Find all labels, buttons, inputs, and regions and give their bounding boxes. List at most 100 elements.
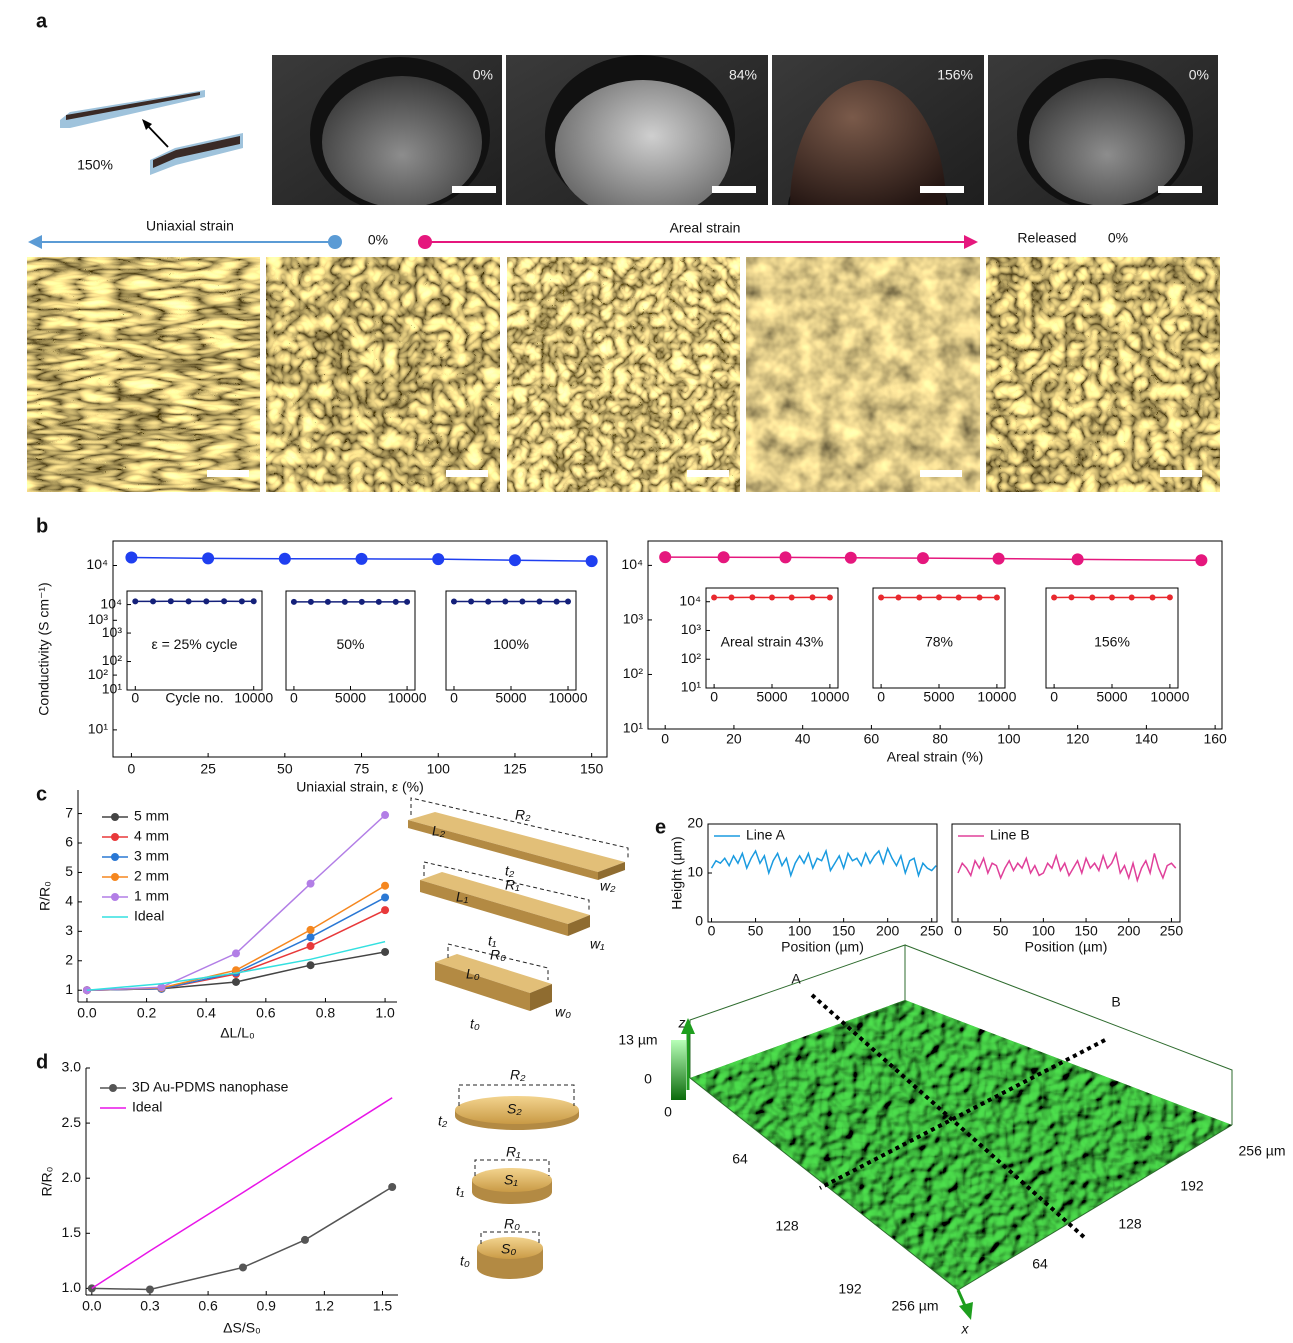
x-tick-label: 150 <box>1074 923 1098 939</box>
data-point <box>376 599 382 605</box>
legend-label: 3 mm <box>134 848 169 864</box>
y-tick-label: 1.0 <box>62 1279 82 1295</box>
y-tick-label: 2.5 <box>62 1114 82 1130</box>
axis-tick-label: 192 <box>838 1281 862 1297</box>
arrow-label: Areal strain <box>670 220 741 236</box>
disc-label: t₁ <box>456 1183 465 1199</box>
data-point <box>307 933 315 941</box>
figure: a b c d e 150% 0% 84% 156% 0% Uniaxial s… <box>0 0 1293 1343</box>
data-point <box>468 599 474 605</box>
data-point <box>1072 553 1084 565</box>
data-point <box>202 552 214 564</box>
data-point <box>1129 595 1135 601</box>
data-point <box>325 599 331 605</box>
x-tick-label: 100 <box>1032 923 1056 939</box>
data-point <box>878 595 884 601</box>
x-tick-label: 100 <box>997 731 1021 747</box>
y-tick-label: 2 <box>65 951 73 967</box>
x-tick-label: 100 <box>427 761 451 777</box>
panel-label: e <box>655 816 666 838</box>
legend-marker <box>111 893 119 901</box>
x-tick-label: 40 <box>795 731 811 747</box>
data-point <box>895 595 901 601</box>
y-tick-label: 7 <box>65 804 73 820</box>
x-axis-label: Uniaxial strain, ε (%) <box>296 779 424 795</box>
series-line <box>92 1187 392 1289</box>
strain-arrows <box>28 235 978 249</box>
data-point <box>381 948 389 956</box>
axis-tick-label: 128 <box>775 1218 799 1234</box>
y-tick-label: 10¹ <box>623 720 644 736</box>
x-tick-label: 5000 <box>923 689 954 705</box>
arrow-label: Released <box>1017 230 1076 246</box>
legend-label: 3D Au-PDMS nanophase <box>132 1079 289 1095</box>
legend-label: 5 mm <box>134 808 169 824</box>
data-point <box>393 599 399 605</box>
x-tick-label: 0 <box>128 761 136 777</box>
data-point <box>359 599 365 605</box>
data-point <box>917 552 929 564</box>
x-tick-label: 0 <box>450 690 458 706</box>
data-point <box>307 942 315 950</box>
data-point <box>125 551 137 563</box>
bar-label: R₀ <box>490 947 506 963</box>
disc-label: S₂ <box>507 1101 522 1117</box>
panel-label: d <box>36 1051 48 1073</box>
x-tick-label: 10000 <box>388 690 427 706</box>
data-point <box>509 554 521 566</box>
disc-label: t₂ <box>438 1113 448 1129</box>
data-point <box>1195 554 1207 566</box>
x-tick-label: 0.0 <box>82 1298 102 1314</box>
legend-label: 1 mm <box>134 888 169 904</box>
arrow-label: Uniaxial strain <box>146 218 234 234</box>
data-point <box>1051 595 1057 601</box>
data-point <box>279 553 291 565</box>
panel-label: c <box>36 783 47 805</box>
y-tick-label: 10³ <box>681 621 702 637</box>
disc-label: S₀ <box>501 1241 516 1257</box>
y-tick-label: 10¹ <box>681 679 702 695</box>
data-point <box>711 595 717 601</box>
x-tick-label: 0 <box>877 689 885 705</box>
y-tick-label: 0 <box>695 913 703 929</box>
x-axis-label: ΔL/L₀ <box>220 1025 255 1041</box>
axis-tick-label: 64 <box>1032 1256 1048 1272</box>
x-tick-label: 160 <box>1203 731 1227 747</box>
x-tick-label: 200 <box>1117 923 1141 939</box>
data-point <box>565 599 571 605</box>
bar-label: L₂ <box>432 823 446 839</box>
y-tick-label: 5 <box>65 863 73 879</box>
data-point <box>432 553 444 565</box>
data-point <box>994 595 1000 601</box>
axis-letter: z <box>678 1015 686 1031</box>
y-tick-label: 10⁴ <box>100 595 122 611</box>
x-tick-label: 0.8 <box>316 1005 336 1021</box>
legend-label: Line B <box>990 827 1030 843</box>
x-tick-label: 0 <box>1050 689 1058 705</box>
colorbar-label: 0 <box>644 1071 652 1087</box>
y-tick-label: 10² <box>623 665 644 681</box>
data-point <box>718 551 730 563</box>
data-point <box>1167 594 1173 600</box>
axis-tick-label: 64 <box>732 1151 748 1167</box>
axis-tick-label: 128 <box>1118 1216 1142 1232</box>
y-tick-label: 6 <box>65 834 73 850</box>
x-tick-label: 0.9 <box>256 1298 276 1314</box>
line-label: B <box>1111 994 1120 1010</box>
photo <box>772 55 984 245</box>
disc-label: R₂ <box>510 1067 526 1083</box>
data-point <box>239 1263 247 1271</box>
data-point <box>307 880 315 888</box>
legend-label: 4 mm <box>134 828 169 844</box>
data-point <box>404 599 410 605</box>
x-tick-label: 0 <box>710 689 718 705</box>
x-tick-label: 50 <box>993 923 1009 939</box>
x-tick-label: 20 <box>726 731 742 747</box>
disc-label: t₀ <box>460 1253 470 1269</box>
data-point <box>150 598 156 604</box>
data-point <box>993 553 1005 565</box>
x-axis-label: Position (µm) <box>1025 939 1108 955</box>
data-point <box>779 551 791 563</box>
x-tick-label: 0.6 <box>198 1298 218 1314</box>
x-axis-label: Cycle no. <box>165 690 223 706</box>
